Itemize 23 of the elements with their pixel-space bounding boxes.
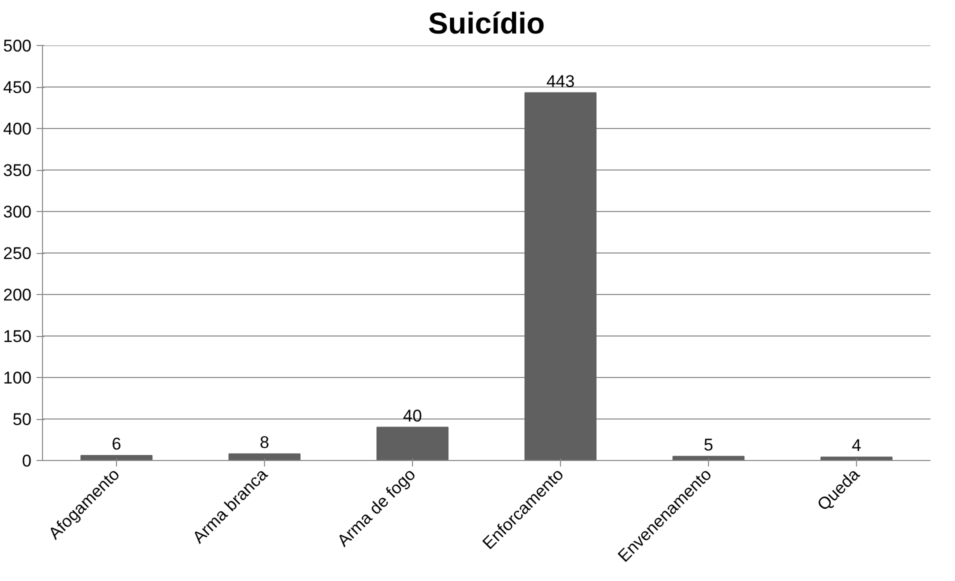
bar [820, 456, 893, 460]
data-label: 4 [852, 436, 862, 456]
y-tick-label: 400 [3, 120, 32, 138]
y-tick-label: 100 [3, 368, 32, 388]
y-tick-label: 50 [12, 410, 32, 429]
bar [376, 426, 449, 460]
data-label: 5 [704, 435, 714, 454]
bar [524, 92, 597, 460]
y-tick-label: 250 [3, 244, 32, 263]
y-tick-label: 450 [3, 78, 32, 97]
y-tick-label: 300 [3, 202, 32, 222]
y-tick-label: 0 [22, 452, 32, 470]
y-tick-label: 150 [3, 327, 32, 346]
bar [228, 453, 301, 460]
data-label: 6 [112, 434, 122, 454]
y-tick-label: 500 [3, 36, 32, 56]
data-label: 40 [403, 406, 422, 426]
data-label: 443 [546, 72, 575, 91]
y-tick-label: 200 [3, 286, 32, 304]
chart-title: Suicídio [428, 8, 545, 40]
y-tick-label: 350 [3, 161, 32, 180]
bar [80, 455, 153, 460]
data-label: 8 [260, 432, 270, 452]
